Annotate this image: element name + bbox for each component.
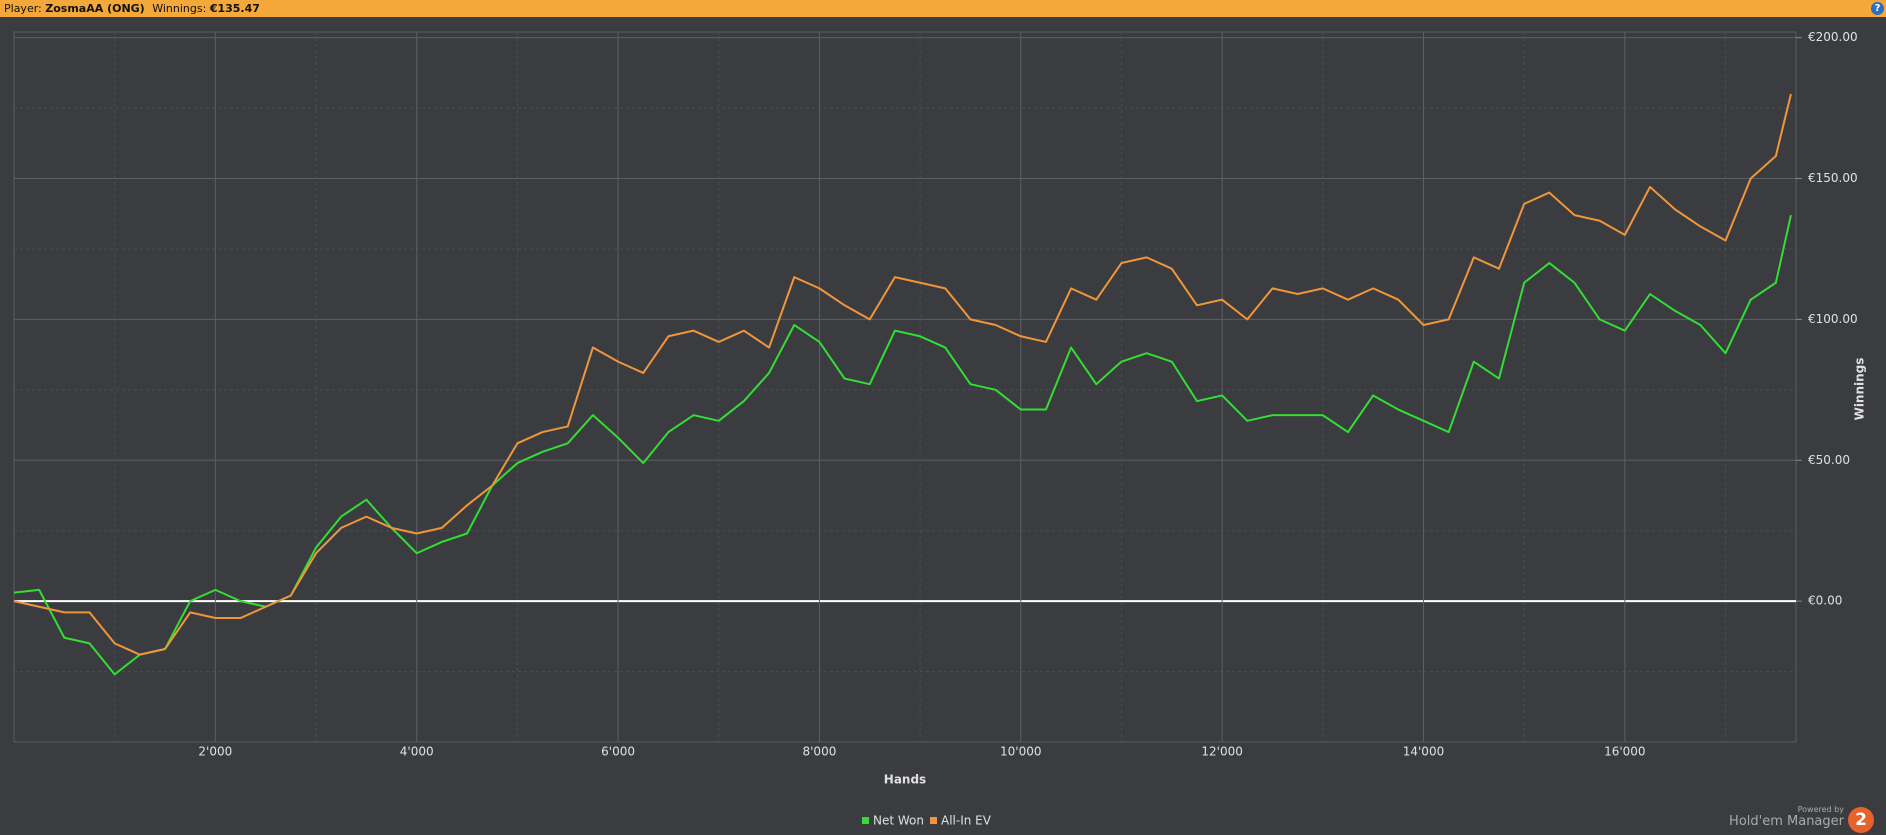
logo: 2 (1848, 807, 1874, 833)
x-tick-label: 8'000 (803, 745, 837, 759)
x-tick-label: 16'000 (1604, 745, 1645, 759)
player: ZosmaAA (ONG) (45, 2, 145, 15)
x-tick-label: 12'000 (1201, 745, 1242, 759)
legend-label: All-In EV (941, 814, 992, 828)
legend-label: Net Won (873, 814, 924, 828)
y-tick-label: €50.00 (1808, 453, 1850, 467)
branding: Powered by Hold'em Manager 2 (1729, 805, 1874, 833)
x-tick-label: 6'000 (601, 745, 635, 759)
x-tick-label: 4'000 (400, 745, 434, 759)
y-tick-label: €0.00 (1808, 594, 1842, 608)
y-tick-label: €200.00 (1808, 30, 1858, 44)
chart: €0.00 €50.00 €100.00 €150.00 €200.00 2'000 4'0… (13, 30, 1867, 828)
y-tick-label: €150.00 (1808, 171, 1858, 185)
winnings: €135.47 (209, 2, 260, 15)
product: Hold'em Manager (1729, 814, 1844, 829)
legend-swatch (930, 817, 937, 824)
plot-area (13, 31, 1797, 743)
series-line (13, 93, 1792, 656)
x-tick-label: 10'000 (1000, 745, 1041, 759)
legend-swatch (862, 817, 869, 824)
title-bar: Player: ZosmaAA (ONG) Winnings: €135.47 … (0, 0, 1886, 17)
series-line (13, 214, 1792, 676)
powered-by: Powered by (1797, 805, 1844, 814)
y-axis-title: Winnings (1853, 358, 1867, 421)
x-tick-label: 14'000 (1403, 745, 1444, 759)
winnings-label: Winnings: (152, 2, 207, 15)
player-label: Player: (4, 2, 42, 15)
x-axis-title: Hands (884, 773, 926, 787)
x-tick-label: 2'000 (198, 745, 232, 759)
y-tick-label: €100.00 (1808, 312, 1858, 326)
help-button[interactable]: ? (1871, 2, 1884, 15)
